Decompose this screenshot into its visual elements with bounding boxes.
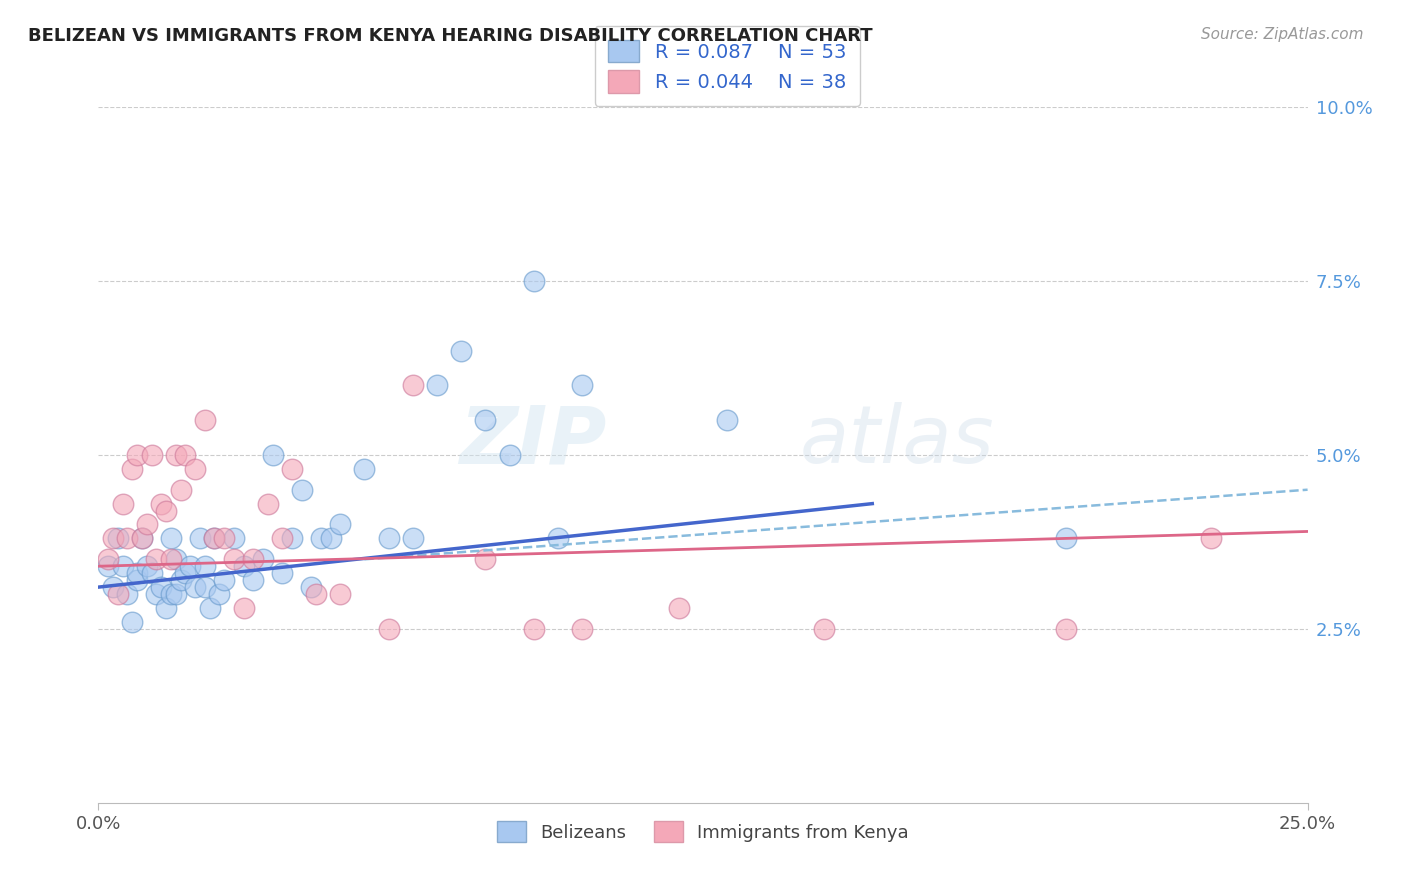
- Point: [222, 532, 245, 546]
- Point: [474, 552, 496, 566]
- Point: [107, 587, 129, 601]
- Point: [169, 483, 191, 497]
- Point: [135, 559, 157, 574]
- Point: [179, 559, 201, 574]
- Point: [145, 552, 167, 566]
- Point: [97, 559, 120, 574]
- Point: [101, 580, 124, 594]
- Point: [281, 462, 304, 476]
- Point: [571, 622, 593, 636]
- Point: [165, 448, 187, 462]
- Point: [450, 343, 472, 358]
- Point: [716, 413, 738, 427]
- Point: [232, 559, 254, 574]
- Point: [127, 566, 149, 581]
- Point: [547, 532, 569, 546]
- Point: [188, 532, 211, 546]
- Point: [281, 532, 304, 546]
- Point: [329, 517, 352, 532]
- Point: [1054, 532, 1077, 546]
- Point: [290, 483, 312, 497]
- Text: ZIP: ZIP: [458, 402, 606, 480]
- Point: [212, 532, 235, 546]
- Point: [160, 552, 183, 566]
- Point: [299, 580, 322, 594]
- Point: [184, 580, 207, 594]
- Point: [165, 587, 187, 601]
- Point: [141, 448, 163, 462]
- Point: [252, 552, 274, 566]
- Point: [222, 552, 245, 566]
- Text: BELIZEAN VS IMMIGRANTS FROM KENYA HEARING DISABILITY CORRELATION CHART: BELIZEAN VS IMMIGRANTS FROM KENYA HEARIN…: [28, 27, 873, 45]
- Point: [194, 559, 217, 574]
- Point: [174, 448, 197, 462]
- Point: [155, 601, 177, 615]
- Point: [101, 532, 124, 546]
- Point: [571, 378, 593, 392]
- Point: [141, 566, 163, 581]
- Point: [155, 503, 177, 517]
- Point: [107, 532, 129, 546]
- Point: [169, 573, 191, 587]
- Point: [232, 601, 254, 615]
- Point: [198, 601, 221, 615]
- Point: [498, 448, 520, 462]
- Point: [145, 587, 167, 601]
- Point: [305, 587, 328, 601]
- Text: Source: ZipAtlas.com: Source: ZipAtlas.com: [1201, 27, 1364, 42]
- Point: [160, 532, 183, 546]
- Point: [160, 587, 183, 601]
- Point: [150, 580, 173, 594]
- Point: [426, 378, 449, 392]
- Point: [150, 497, 173, 511]
- Point: [813, 622, 835, 636]
- Point: [111, 497, 134, 511]
- Point: [127, 573, 149, 587]
- Point: [208, 587, 231, 601]
- Point: [377, 622, 399, 636]
- Point: [262, 448, 284, 462]
- Point: [194, 413, 217, 427]
- Text: atlas: atlas: [800, 402, 994, 480]
- Point: [329, 587, 352, 601]
- Point: [121, 462, 143, 476]
- Point: [474, 413, 496, 427]
- Point: [111, 559, 134, 574]
- Point: [97, 552, 120, 566]
- Point: [204, 532, 226, 546]
- Point: [523, 622, 546, 636]
- Point: [668, 601, 690, 615]
- Point: [271, 566, 294, 581]
- Point: [242, 552, 264, 566]
- Point: [117, 532, 139, 546]
- Point: [309, 532, 332, 546]
- Point: [131, 532, 153, 546]
- Point: [377, 532, 399, 546]
- Point: [256, 497, 278, 511]
- Point: [1199, 532, 1222, 546]
- Point: [184, 462, 207, 476]
- Point: [204, 532, 226, 546]
- Point: [271, 532, 294, 546]
- Point: [523, 274, 546, 288]
- Point: [131, 532, 153, 546]
- Point: [402, 378, 425, 392]
- Point: [242, 573, 264, 587]
- Point: [135, 517, 157, 532]
- Point: [165, 552, 187, 566]
- Legend: Belizeans, Immigrants from Kenya: Belizeans, Immigrants from Kenya: [482, 806, 924, 856]
- Point: [194, 580, 217, 594]
- Point: [353, 462, 375, 476]
- Point: [127, 448, 149, 462]
- Point: [121, 615, 143, 629]
- Point: [1054, 622, 1077, 636]
- Point: [174, 566, 197, 581]
- Point: [319, 532, 342, 546]
- Point: [402, 532, 425, 546]
- Point: [212, 573, 235, 587]
- Point: [117, 587, 139, 601]
